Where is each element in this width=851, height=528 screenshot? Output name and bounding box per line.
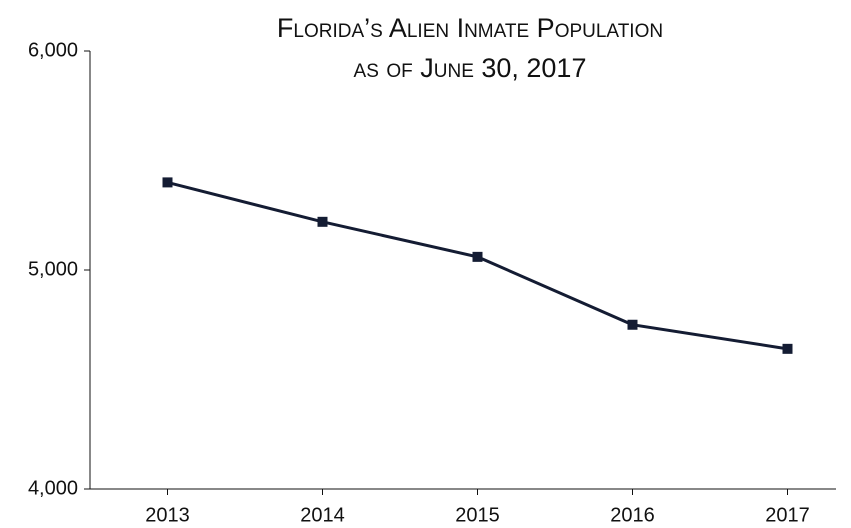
y-tick-label: 6,000: [28, 39, 78, 61]
x-tick-label: 2016: [610, 504, 655, 526]
x-tick-label: 2014: [300, 504, 345, 526]
marker: [162, 177, 173, 188]
x-tick-label: 2015: [455, 504, 500, 526]
marker: [317, 216, 328, 227]
x-tick-label: 2017: [765, 504, 810, 526]
chart-subtitle: as of June 30, 2017: [354, 53, 587, 83]
line: [167, 180, 788, 351]
y-tick-label: 4,000: [28, 477, 78, 499]
marker: [472, 251, 483, 262]
marker: [627, 319, 638, 330]
marker: [782, 343, 793, 354]
chart-title: Florida’s Alien Inmate Population: [277, 13, 663, 43]
x-tick-label: 2013: [145, 504, 190, 526]
y-tick-label: 5,000: [28, 258, 78, 280]
